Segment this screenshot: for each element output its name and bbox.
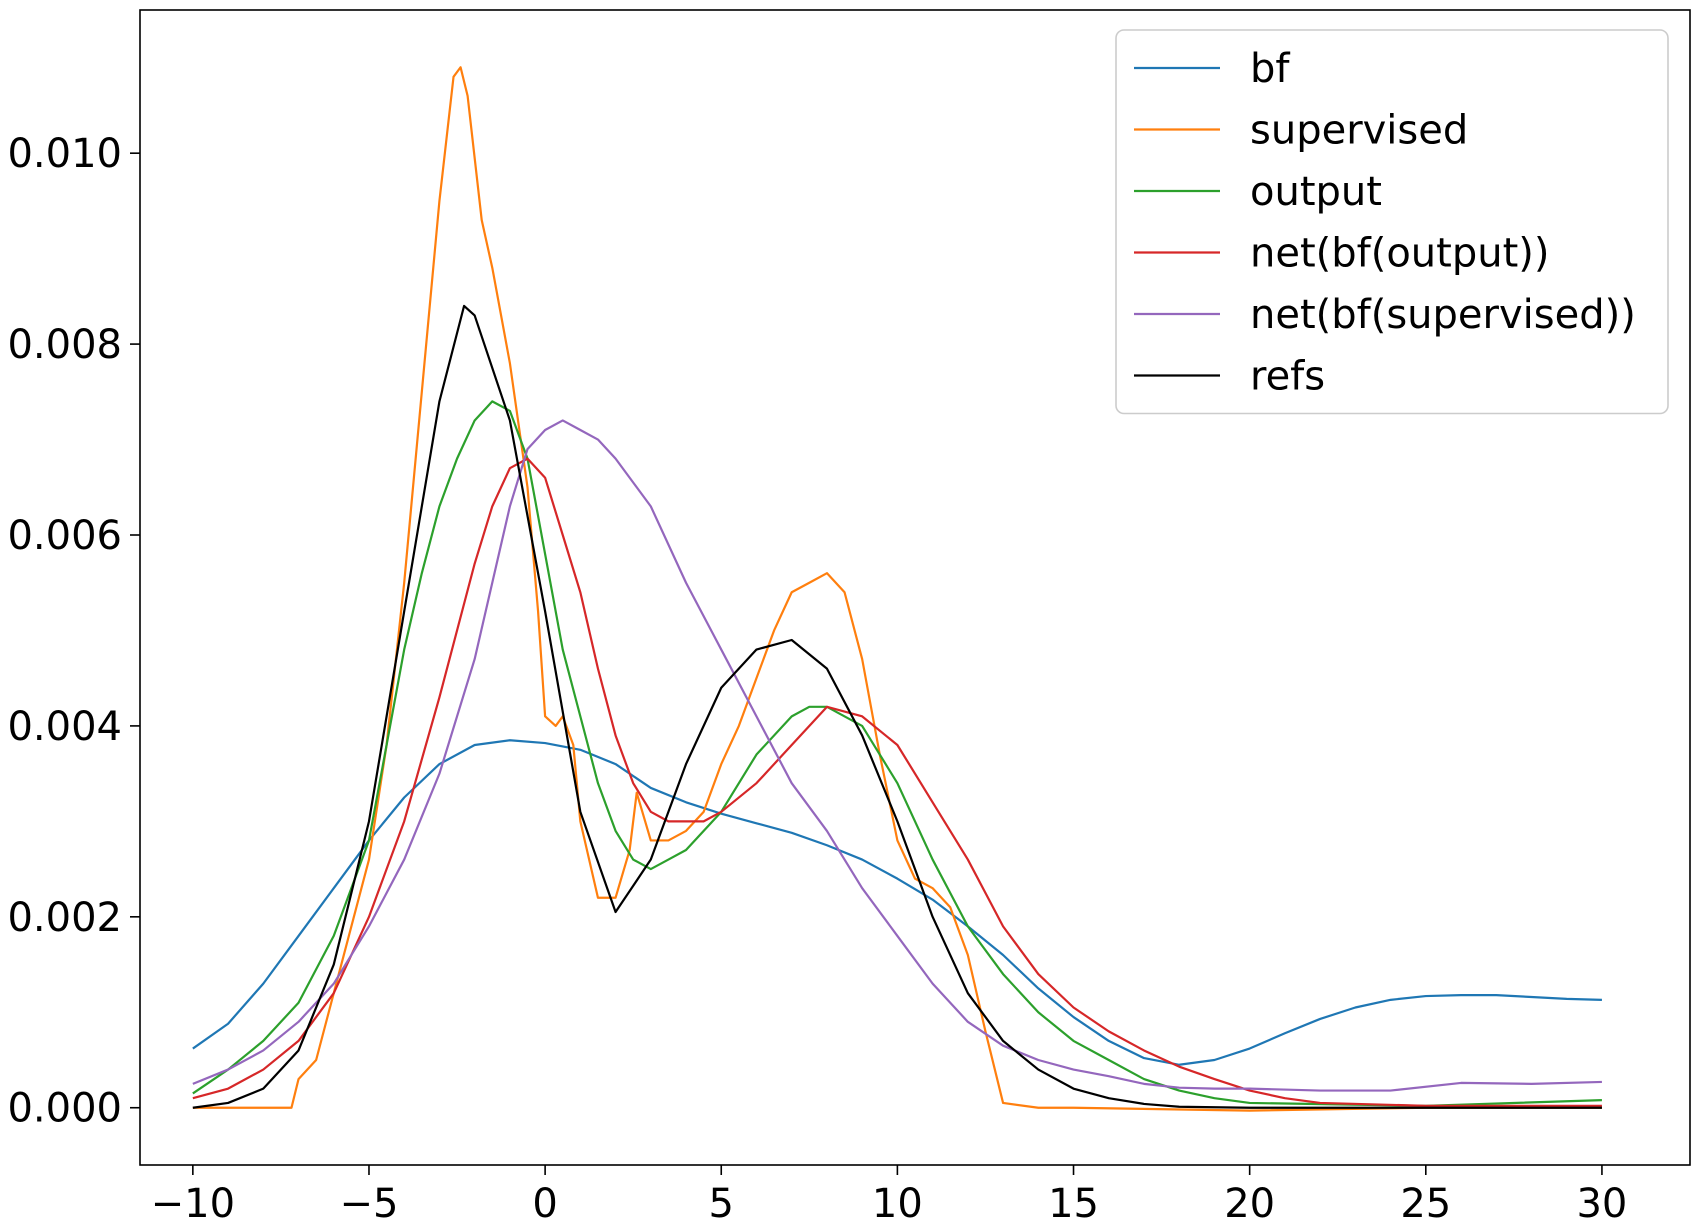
series-line-2: [192, 400, 1602, 1107]
x-tick-label: 20: [1224, 1181, 1275, 1224]
x-tick-label: 0: [532, 1181, 557, 1224]
y-tick-label: 0.004: [7, 704, 122, 750]
legend-label: supervised: [1250, 108, 1468, 154]
x-tick-label: −10: [151, 1181, 235, 1224]
series-line-1: [192, 66, 1602, 1112]
legend-label: output: [1250, 169, 1382, 215]
y-axis: 0.000 0.002 0.004 0.006 0.008 0.010: [7, 131, 140, 1132]
legend-label: refs: [1250, 354, 1325, 400]
x-axis: −10 −5 0 5 10 15 20 25 30: [151, 1165, 1627, 1224]
x-tick-label: 15: [1048, 1181, 1099, 1224]
legend-label: net(bf(output)): [1250, 231, 1549, 277]
legend-label: bf: [1250, 46, 1290, 92]
legend-label: net(bf(supervised)): [1250, 292, 1636, 338]
y-tick-label: 0.010: [7, 131, 122, 177]
series-line-4: [192, 419, 1602, 1092]
x-tick-label: 5: [709, 1181, 734, 1224]
x-tick-label: 30: [1576, 1181, 1627, 1224]
x-tick-label: −5: [339, 1181, 398, 1224]
y-tick-label: 0.006: [7, 513, 122, 559]
y-tick-label: 0.008: [7, 322, 122, 368]
legend-box: [1115, 29, 1669, 415]
series-line-5: [192, 304, 1602, 1109]
series-line-0: [192, 739, 1602, 1066]
y-tick-label: 0.002: [7, 895, 122, 941]
x-tick-label: 10: [872, 1181, 923, 1224]
x-tick-label: 25: [1400, 1181, 1451, 1224]
series-layer: [192, 66, 1602, 1112]
series-line-3: [192, 457, 1602, 1107]
legend: bf supervised output net(bf(output)) net(bf(…: [1115, 29, 1669, 415]
y-tick-label: 0.000: [7, 1086, 122, 1132]
plot-frame: [139, 9, 1691, 1166]
